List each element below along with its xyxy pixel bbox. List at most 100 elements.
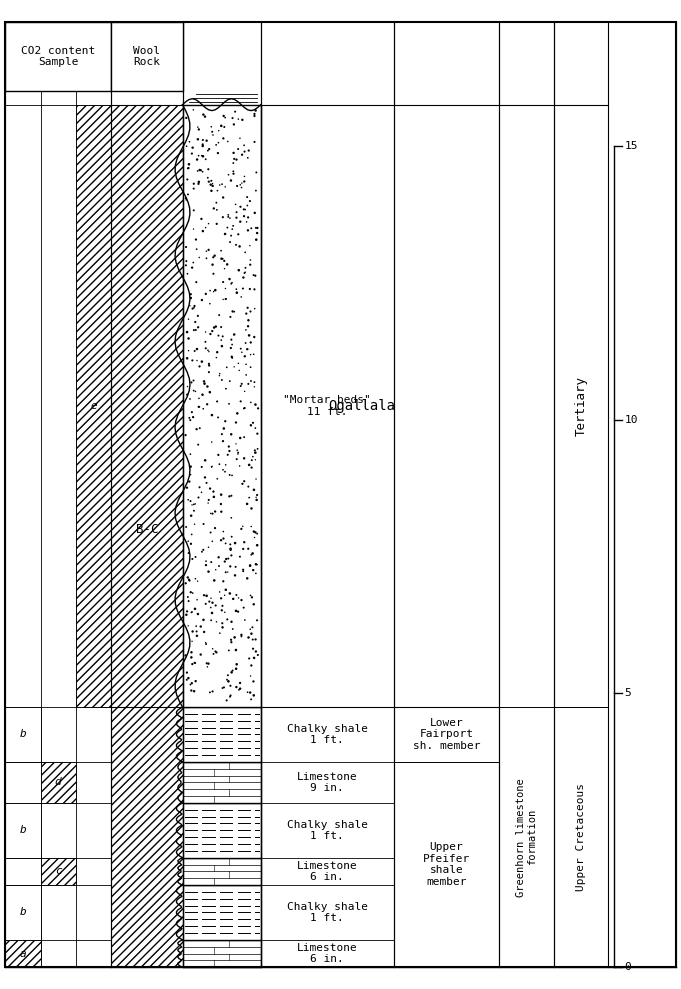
Point	[186, 507, 197, 523]
Point	[210, 503, 221, 519]
Point	[206, 599, 217, 615]
Point	[201, 475, 212, 491]
Point	[204, 684, 215, 700]
Text: CO2 content
Sample: CO2 content Sample	[21, 45, 95, 67]
Point	[251, 566, 262, 582]
Point	[227, 304, 238, 319]
Point	[224, 467, 235, 483]
Point	[238, 281, 249, 297]
Point	[234, 131, 245, 146]
Point	[183, 187, 193, 203]
Point	[183, 160, 193, 176]
Point	[249, 346, 259, 362]
Point	[252, 537, 263, 553]
Point	[222, 611, 233, 627]
Point	[183, 570, 193, 585]
Point	[189, 300, 200, 315]
Point	[253, 647, 264, 663]
Point	[215, 584, 225, 600]
Point	[214, 558, 225, 574]
Point	[225, 536, 236, 552]
Point	[206, 173, 217, 189]
Point	[193, 132, 204, 147]
Point	[217, 338, 227, 354]
Point	[229, 535, 240, 551]
Point	[189, 683, 200, 699]
Point	[235, 199, 246, 215]
Point	[241, 341, 252, 357]
Point	[204, 593, 215, 609]
Point	[201, 587, 212, 603]
Point	[205, 326, 216, 342]
Point	[198, 612, 209, 628]
Point	[216, 590, 227, 606]
Point	[192, 163, 203, 179]
Point	[219, 226, 230, 242]
Point	[181, 253, 192, 269]
Point	[213, 123, 224, 138]
Point	[181, 110, 192, 126]
Point	[227, 621, 238, 637]
Point	[191, 353, 202, 369]
Point	[215, 366, 225, 382]
Point	[191, 274, 202, 290]
Point	[223, 551, 234, 567]
Point	[185, 584, 196, 600]
Point	[234, 363, 244, 379]
Point	[199, 624, 210, 640]
Point	[211, 195, 222, 211]
Point	[191, 341, 202, 357]
Point	[224, 489, 235, 504]
Text: d: d	[55, 777, 61, 787]
Text: "Mortar beds"
11 ft.: "Mortar beds" 11 ft.	[283, 395, 371, 416]
Point	[207, 257, 218, 273]
Point	[203, 656, 214, 672]
Bar	[5, 885, 41, 940]
Point	[232, 178, 242, 194]
Bar	[41, 762, 76, 803]
Text: Upper
Pfeifer
shale
member: Upper Pfeifer shale member	[423, 843, 470, 887]
Bar	[41, 857, 76, 885]
Point	[184, 573, 195, 588]
Point	[221, 359, 232, 375]
Point	[196, 147, 207, 163]
Point	[222, 564, 233, 580]
Point	[225, 632, 236, 648]
Point	[188, 383, 199, 399]
Point	[236, 180, 247, 196]
Text: 10: 10	[624, 414, 638, 424]
Point	[206, 407, 217, 423]
Point	[190, 496, 201, 512]
Point	[210, 282, 221, 298]
Point	[221, 672, 232, 687]
Point	[247, 632, 258, 648]
Point	[185, 446, 196, 462]
Point	[231, 679, 242, 695]
Point	[235, 378, 246, 394]
Text: 0: 0	[624, 962, 631, 972]
Point	[212, 145, 223, 161]
Point	[229, 359, 240, 375]
Point	[187, 496, 197, 512]
Point	[232, 442, 242, 458]
Point	[207, 323, 218, 339]
Point	[225, 340, 236, 356]
Point	[189, 516, 200, 532]
Point	[185, 536, 196, 552]
Point	[194, 358, 205, 374]
Point	[185, 494, 196, 509]
Point	[208, 266, 219, 282]
Point	[183, 533, 193, 549]
Point	[220, 457, 231, 473]
Point	[227, 110, 238, 126]
Point	[244, 490, 255, 505]
Point	[227, 275, 238, 291]
Point	[216, 332, 227, 348]
Point	[209, 247, 220, 263]
Point	[242, 684, 253, 700]
Point	[251, 644, 262, 660]
Point	[208, 128, 219, 143]
Bar	[5, 940, 41, 967]
Point	[199, 587, 210, 603]
Text: b: b	[20, 730, 27, 740]
